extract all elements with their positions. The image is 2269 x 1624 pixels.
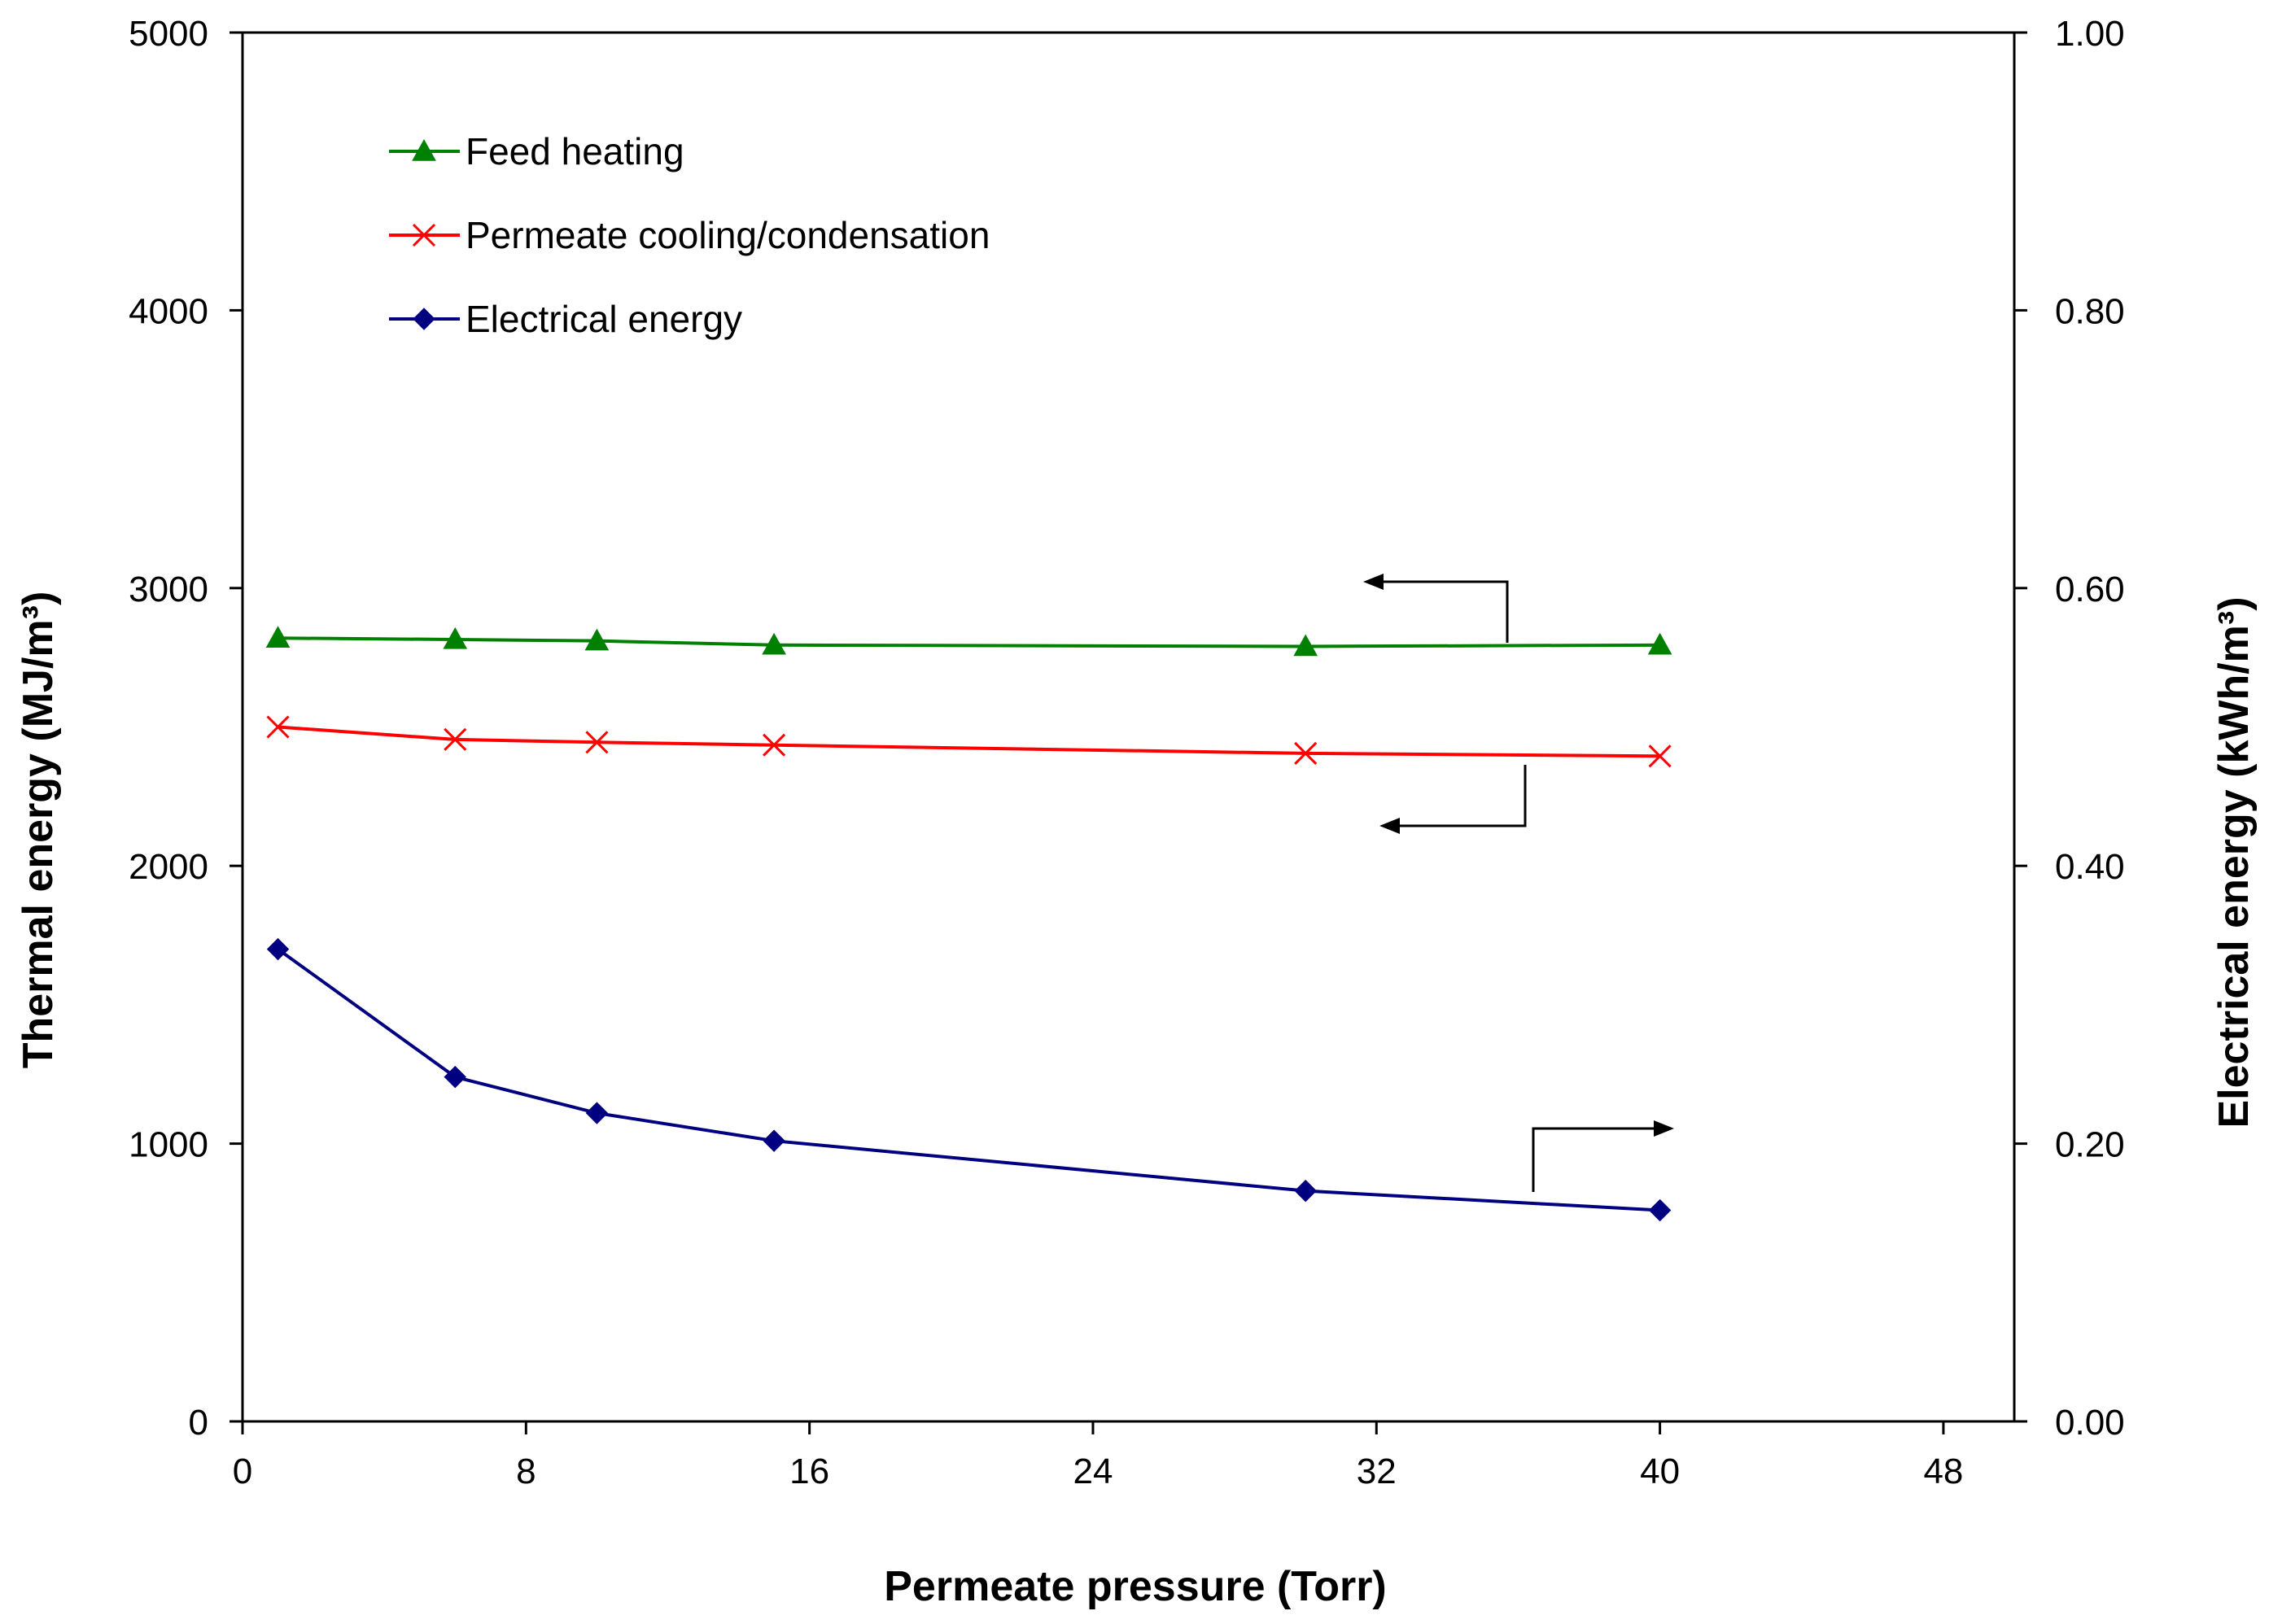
left-tick-label: 0 (189, 1403, 208, 1443)
x-tick-label: 32 (1357, 1452, 1397, 1491)
series-line-electrical-energy (277, 947, 1660, 1212)
left-tick-label: 3000 (129, 570, 208, 609)
data-point-feed-heating (1647, 632, 1672, 655)
data-point-feed-heating (762, 632, 786, 655)
data-point-permeate-cooling-condensation-stroke (444, 727, 467, 751)
legend-marker-feed-heating (412, 138, 436, 161)
annotation-arrow-permeate-cooling (1379, 765, 1527, 834)
right-tick-label: 0.20 (2055, 1125, 2125, 1165)
left-axis-ticks: 0 1000 2000 3000 4000 5000 (129, 14, 243, 1443)
legend-marker-permeate-cooling-condensation-stroke (412, 223, 436, 247)
x-tick-label: 0 (233, 1452, 252, 1491)
data-point-permeate-cooling-condensation-stroke (585, 731, 609, 754)
data-point-electrical-energy (1294, 1179, 1317, 1203)
right-tick-label: 1.00 (2055, 14, 2125, 54)
annotation-arrow-electrical-energy (1532, 1120, 1674, 1192)
series-layer (265, 626, 1672, 1222)
left-tick-label: 4000 (129, 291, 208, 331)
right-tick-label: 0.60 (2055, 570, 2125, 609)
data-point-permeate-cooling-condensation (444, 727, 467, 751)
data-point-electrical-energy (1648, 1198, 1672, 1222)
x-tick-label: 40 (1640, 1452, 1680, 1491)
right-tick-label: 0.40 (2055, 847, 2125, 887)
data-point-permeate-cooling-condensation (266, 715, 290, 739)
legend-marker-permeate-cooling-condensation (412, 223, 436, 247)
legend-marker-electrical-energy (413, 308, 435, 330)
left-tick-label: 1000 (129, 1125, 208, 1165)
data-point-permeate-cooling-condensation-stroke (763, 733, 786, 757)
legend-label-electrical-energy: Electrical energy (466, 298, 742, 340)
data-point-feed-heating (1293, 634, 1318, 657)
x-tick-label: 16 (789, 1452, 829, 1491)
right-axis-ticks: 0.00 0.20 0.40 0.60 0.80 1.00 (2014, 14, 2125, 1443)
left-axis-title: Thermal energy (MJ/m³) (15, 592, 62, 1069)
data-point-electrical-energy (266, 937, 290, 961)
right-axis-title: Electrical energy (kWh/m³) (2210, 596, 2258, 1128)
right-tick-label: 0.00 (2055, 1403, 2125, 1443)
left-tick-label: 2000 (129, 847, 208, 887)
data-point-feed-heating (443, 626, 468, 649)
data-point-permeate-cooling-condensation-stroke (266, 715, 290, 739)
data-point-permeate-cooling-condensation (1648, 744, 1672, 768)
left-tick-label: 5000 (129, 14, 208, 54)
data-point-feed-heating (584, 628, 610, 651)
data-point-permeate-cooling-condensation (1294, 741, 1318, 765)
x-tick-label: 24 (1073, 1452, 1113, 1491)
data-point-feed-heating (265, 626, 291, 648)
data-point-permeate-cooling-condensation (763, 733, 786, 757)
plot-frame (241, 31, 2016, 1423)
right-tick-label: 0.80 (2055, 291, 2125, 331)
legend: Feed heating Permeate cooling/condensatio… (389, 130, 990, 340)
data-point-permeate-cooling-condensation-stroke (1648, 744, 1672, 768)
series-line-permeate-cooling-condensation (278, 725, 1660, 758)
data-point-electrical-energy (444, 1065, 466, 1089)
x-axis-title: Permeate pressure (Torr) (884, 1563, 1387, 1610)
x-tick-label: 48 (1923, 1452, 1963, 1491)
legend-label-permeate-cooling-condensation: Permeate cooling/condensation (466, 214, 990, 256)
annotation-arrow-feed-heating (1363, 574, 1509, 643)
data-point-permeate-cooling-condensation-stroke (1294, 741, 1318, 765)
x-tick-label: 8 (516, 1452, 536, 1491)
series-line-feed-heating (278, 636, 1660, 648)
data-point-permeate-cooling-condensation (585, 731, 609, 754)
legend-label-feed-heating: Feed heating (466, 130, 684, 172)
data-point-electrical-energy (763, 1129, 785, 1152)
x-axis-ticks: 0 8 16 24 32 40 48 (233, 1421, 1963, 1491)
data-point-electrical-energy (585, 1102, 609, 1124)
